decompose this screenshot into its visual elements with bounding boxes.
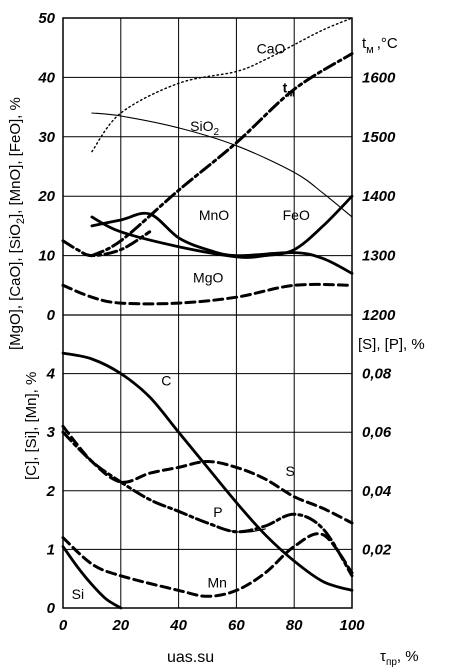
tick-labels: 0 10 20 30 40 50 1200 1300 1400 1500 1600 0 1 2 3 4 0,02… <box>37 10 396 634</box>
upper-y-tick-40: 40 <box>37 69 55 86</box>
lower-left-axis-label: [C], [Si], [Mn], % <box>23 372 40 480</box>
lower-series-mn <box>61 532 354 598</box>
label-t-m: tм <box>283 79 295 99</box>
lower-series-p <box>61 430 354 578</box>
lower-series-si <box>61 545 123 610</box>
x-tick-80: 80 <box>286 617 303 634</box>
x-tick-60: 60 <box>228 617 245 634</box>
lower-y2-tick-0-08: 0,08 <box>362 366 392 383</box>
upper-y2-tick-1300: 1300 <box>362 248 396 265</box>
watermark: uas.su <box>167 649 214 666</box>
upper-y-tick-10: 10 <box>38 248 55 265</box>
lower-series-s <box>61 424 354 525</box>
label-mno: MnO <box>199 207 229 223</box>
label-cao: CaO <box>257 41 286 57</box>
upper-series-mgo <box>61 282 354 306</box>
series-group <box>61 17 354 610</box>
plot-frame <box>62 17 353 609</box>
label-feo: FeO <box>283 207 310 223</box>
upper-y2-tick-1400: 1400 <box>362 188 396 205</box>
upper-series-cao <box>91 17 353 153</box>
upper-y2-tick-1500: 1500 <box>362 129 396 146</box>
x-tick-40: 40 <box>169 617 187 634</box>
upper-y-tick-20: 20 <box>37 188 55 205</box>
lower-y-tick-0: 0 <box>47 600 56 617</box>
label-c: C <box>161 372 171 388</box>
label-p: P <box>213 504 222 520</box>
lower-series-unlabeled-3 <box>221 528 266 533</box>
upper-y2-tick-1600: 1600 <box>362 69 396 86</box>
upper-left-axis-label: [MgO], [CaO], [SiO2], [MnO], [FeO], % <box>7 97 27 350</box>
upper-y2-tick-1200: 1200 <box>362 307 396 324</box>
label-sio2: SiO2 <box>190 118 219 138</box>
label-s: S <box>286 463 295 479</box>
lower-y-tick-3: 3 <box>47 424 56 441</box>
x-axis-label: τпр, % <box>380 648 419 668</box>
upper-series-mno <box>90 211 354 275</box>
grid-lines <box>63 18 352 608</box>
lower-y-tick-2: 2 <box>46 483 56 500</box>
x-tick-100: 100 <box>339 617 365 634</box>
x-tick-0: 0 <box>59 617 68 634</box>
upper-series-tм <box>90 52 354 258</box>
upper-series-feo <box>90 194 354 259</box>
upper-y-tick-0: 0 <box>47 307 56 324</box>
label-mn: Mn <box>208 574 227 590</box>
lower-y2-tick-0-02: 0,02 <box>362 541 392 558</box>
lower-series-c <box>61 351 354 592</box>
lower-y-tick-4: 4 <box>46 366 56 383</box>
lower-y2-tick-0-04: 0,04 <box>362 483 392 500</box>
upper-series-unlabeled-5 <box>61 230 152 258</box>
x-tick-20: 20 <box>111 617 129 634</box>
lower-right-axis-label: [S], [P], % <box>358 336 425 353</box>
upper-y-tick-30: 30 <box>38 129 55 146</box>
upper-series-sio2 <box>91 112 353 218</box>
upper-right-axis-label: tм ,°C <box>362 35 398 56</box>
plot-border <box>62 17 353 609</box>
curve-labels: CaO SiO2 tм MnO FeO MgO C S P Mn Si <box>72 41 310 603</box>
lower-y2-tick-0-06: 0,06 <box>362 424 392 441</box>
upper-y-tick-50: 50 <box>38 10 55 27</box>
lower-y-tick-1: 1 <box>47 541 55 558</box>
label-mgo: MgO <box>193 269 223 285</box>
label-si: Si <box>72 586 84 602</box>
